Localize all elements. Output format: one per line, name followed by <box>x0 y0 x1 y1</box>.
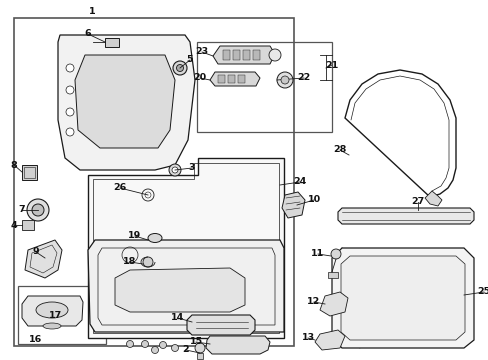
Bar <box>22 165 37 180</box>
Bar <box>18 286 106 344</box>
Circle shape <box>276 72 292 88</box>
Ellipse shape <box>36 302 68 318</box>
Circle shape <box>66 86 74 94</box>
Text: 11: 11 <box>311 249 324 258</box>
Bar <box>327 272 337 278</box>
Text: 2: 2 <box>183 346 189 355</box>
Circle shape <box>159 342 166 348</box>
Bar <box>238 75 244 83</box>
Circle shape <box>27 199 49 221</box>
Polygon shape <box>282 192 305 218</box>
Bar <box>223 50 229 60</box>
Text: 13: 13 <box>301 333 314 342</box>
Polygon shape <box>424 191 441 206</box>
Polygon shape <box>331 248 473 348</box>
Circle shape <box>172 167 178 173</box>
Circle shape <box>169 164 181 176</box>
Bar <box>252 50 260 60</box>
Text: 15: 15 <box>189 338 202 346</box>
Polygon shape <box>186 315 254 335</box>
Text: 5: 5 <box>186 55 193 64</box>
Text: 19: 19 <box>128 231 142 240</box>
Circle shape <box>32 204 44 216</box>
Text: 17: 17 <box>49 311 62 320</box>
Circle shape <box>151 346 158 354</box>
Bar <box>243 50 249 60</box>
Bar <box>24 167 35 178</box>
Bar <box>218 75 224 83</box>
Text: 1: 1 <box>88 8 95 17</box>
Bar <box>22 220 34 230</box>
Text: 16: 16 <box>29 336 42 345</box>
Bar <box>227 75 235 83</box>
Polygon shape <box>25 240 62 278</box>
Polygon shape <box>314 330 345 350</box>
Polygon shape <box>115 268 244 312</box>
Text: 6: 6 <box>84 30 91 39</box>
Circle shape <box>66 64 74 72</box>
Polygon shape <box>319 292 347 316</box>
Polygon shape <box>75 55 175 148</box>
Text: 10: 10 <box>307 195 320 204</box>
Circle shape <box>66 108 74 116</box>
Circle shape <box>171 345 178 351</box>
Bar <box>197 353 203 359</box>
Ellipse shape <box>43 323 61 329</box>
Bar <box>232 50 240 60</box>
Text: 21: 21 <box>325 60 338 69</box>
Circle shape <box>142 257 153 267</box>
Circle shape <box>66 128 74 136</box>
Circle shape <box>281 76 288 84</box>
Text: 4: 4 <box>11 220 17 230</box>
Text: 20: 20 <box>193 73 206 82</box>
Text: 25: 25 <box>476 288 488 297</box>
Polygon shape <box>88 158 284 338</box>
Text: 24: 24 <box>293 177 306 186</box>
Ellipse shape <box>148 234 162 243</box>
Circle shape <box>330 249 340 259</box>
Polygon shape <box>209 72 260 86</box>
Text: 22: 22 <box>297 73 310 82</box>
Circle shape <box>176 64 183 72</box>
Text: 18: 18 <box>123 257 137 266</box>
Polygon shape <box>340 256 464 340</box>
Polygon shape <box>58 35 195 170</box>
Polygon shape <box>205 336 269 354</box>
Circle shape <box>141 341 148 347</box>
Text: 9: 9 <box>33 248 39 256</box>
Circle shape <box>195 343 204 353</box>
Text: 26: 26 <box>113 184 126 193</box>
Polygon shape <box>88 240 284 332</box>
Bar <box>14 18 293 346</box>
Text: 28: 28 <box>333 145 346 154</box>
Text: 3: 3 <box>188 163 195 172</box>
Polygon shape <box>337 208 473 224</box>
Text: 8: 8 <box>11 161 18 170</box>
Circle shape <box>126 341 133 347</box>
Text: 12: 12 <box>307 297 320 306</box>
Text: 23: 23 <box>195 48 208 57</box>
Circle shape <box>268 49 281 61</box>
Text: 7: 7 <box>19 206 25 215</box>
Polygon shape <box>213 46 274 64</box>
Bar <box>197 42 331 132</box>
Text: 27: 27 <box>410 198 424 207</box>
Bar <box>105 38 119 47</box>
Text: 14: 14 <box>171 314 184 323</box>
Circle shape <box>173 61 186 75</box>
Polygon shape <box>22 296 83 326</box>
